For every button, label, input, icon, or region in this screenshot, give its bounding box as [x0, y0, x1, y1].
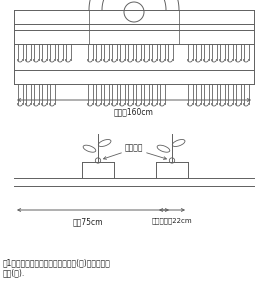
Text: 図1　有芯部分耕のロータリ爪配置(上)および耕起
条件(下).: 図1 有芯部分耕のロータリ爪配置(上)および耕起 条件(下). [3, 258, 111, 277]
Text: 条間75cm: 条間75cm [73, 217, 103, 226]
Text: 耕起幅160cm: 耕起幅160cm [114, 107, 154, 116]
Text: 不耕起部幅22cm: 不耕起部幅22cm [152, 217, 192, 223]
Text: 不耕起部: 不耕起部 [125, 143, 143, 152]
